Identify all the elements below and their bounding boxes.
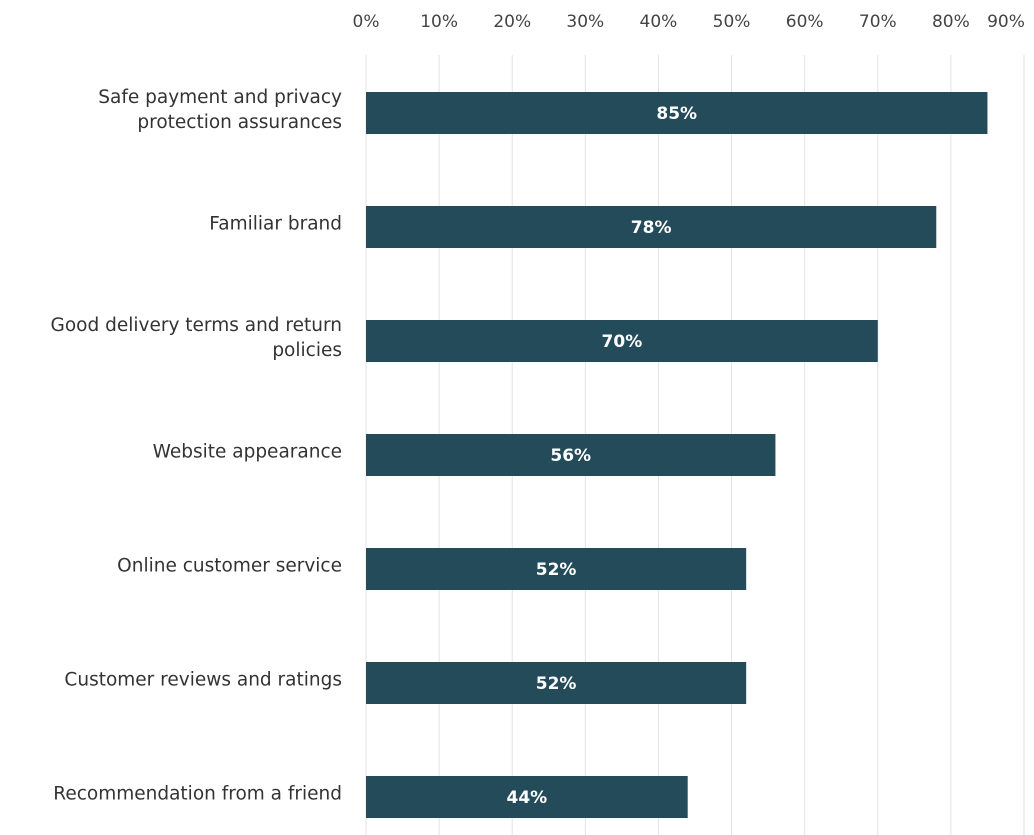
y-tick-label: Familiar brand bbox=[209, 213, 342, 235]
bar bbox=[366, 434, 776, 476]
x-tick-label: 20% bbox=[493, 12, 531, 32]
data-label: 85% bbox=[656, 104, 697, 124]
data-label: 44% bbox=[506, 788, 547, 808]
bar bbox=[366, 320, 878, 362]
x-tick-label: 80% bbox=[932, 12, 970, 32]
data-label: 78% bbox=[631, 218, 672, 238]
y-tick-label: Online customer service bbox=[117, 555, 342, 577]
data-label: 52% bbox=[536, 674, 577, 694]
x-tick-label: 70% bbox=[859, 12, 897, 32]
x-tick-label: 90% bbox=[987, 12, 1025, 32]
x-tick-label: 10% bbox=[420, 12, 458, 32]
y-tick-label: Customer reviews and ratings bbox=[64, 669, 342, 691]
bar bbox=[366, 548, 747, 590]
bar bbox=[366, 776, 688, 818]
data-label: 52% bbox=[536, 560, 577, 580]
y-tick-label: Website appearance bbox=[152, 441, 342, 463]
y-tick-label: Safe payment and privacy protection assu… bbox=[98, 87, 342, 133]
x-tick-label: 60% bbox=[786, 12, 824, 32]
y-tick-label: Recommendation from a friend bbox=[53, 783, 342, 805]
x-tick-label: 30% bbox=[566, 12, 604, 32]
bar bbox=[366, 662, 747, 704]
x-tick-label: 40% bbox=[640, 12, 678, 32]
y-tick-label: Good delivery terms and return policies bbox=[50, 315, 342, 361]
bar bbox=[366, 206, 937, 248]
data-label: 70% bbox=[602, 332, 643, 352]
x-tick-label: 50% bbox=[713, 12, 751, 32]
x-tick-label: 0% bbox=[353, 12, 380, 32]
data-label: 56% bbox=[550, 446, 591, 466]
bar bbox=[366, 92, 988, 134]
